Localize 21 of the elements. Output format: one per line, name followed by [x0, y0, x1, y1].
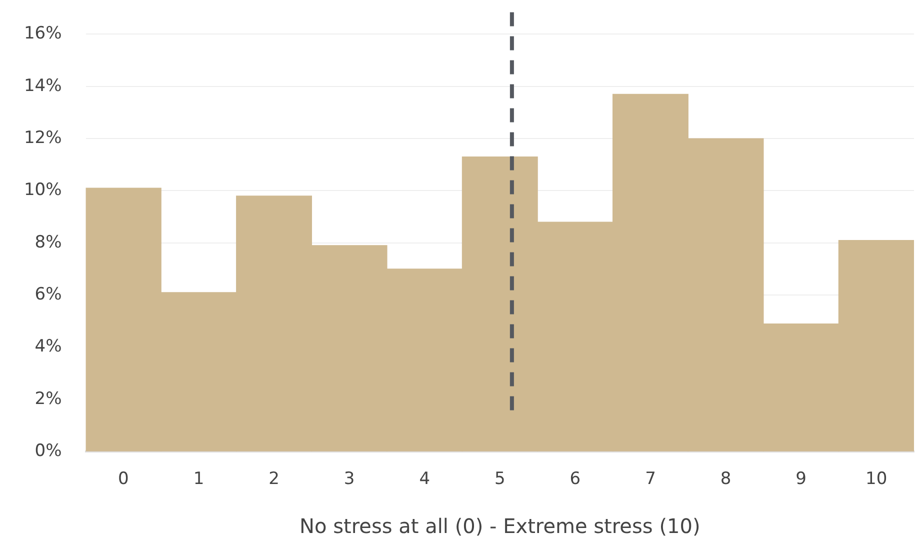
- y-tick-label: 16%: [24, 24, 62, 44]
- y-tick-label: 12%: [24, 128, 62, 148]
- x-tick-label: 10: [866, 469, 888, 490]
- y-tick-label: 10%: [24, 180, 62, 200]
- y-tick-label: 2%: [34, 388, 62, 409]
- x-tick-label: 6: [570, 469, 581, 490]
- y-tick-label: 14%: [24, 76, 62, 96]
- y-tick-label: 6%: [34, 284, 62, 304]
- x-tick-label: 7: [645, 469, 656, 490]
- y-tick-label: 8%: [34, 232, 62, 252]
- x-tick-label: 3: [344, 469, 355, 490]
- x-tick-label: 4: [419, 469, 430, 490]
- x-axis-title: No stress at all (0) - Extreme stress (10): [300, 514, 700, 538]
- y-tick-label: 4%: [34, 336, 62, 357]
- y-tick-label: 0%: [34, 441, 62, 462]
- x-tick-label: 9: [796, 469, 806, 490]
- x-tick-label: 0: [118, 469, 129, 490]
- x-tick-label: 8: [720, 469, 732, 490]
- x-tick-label: 5: [494, 469, 506, 490]
- x-tick-label: 2: [268, 469, 280, 490]
- x-tick-label: 1: [193, 469, 204, 490]
